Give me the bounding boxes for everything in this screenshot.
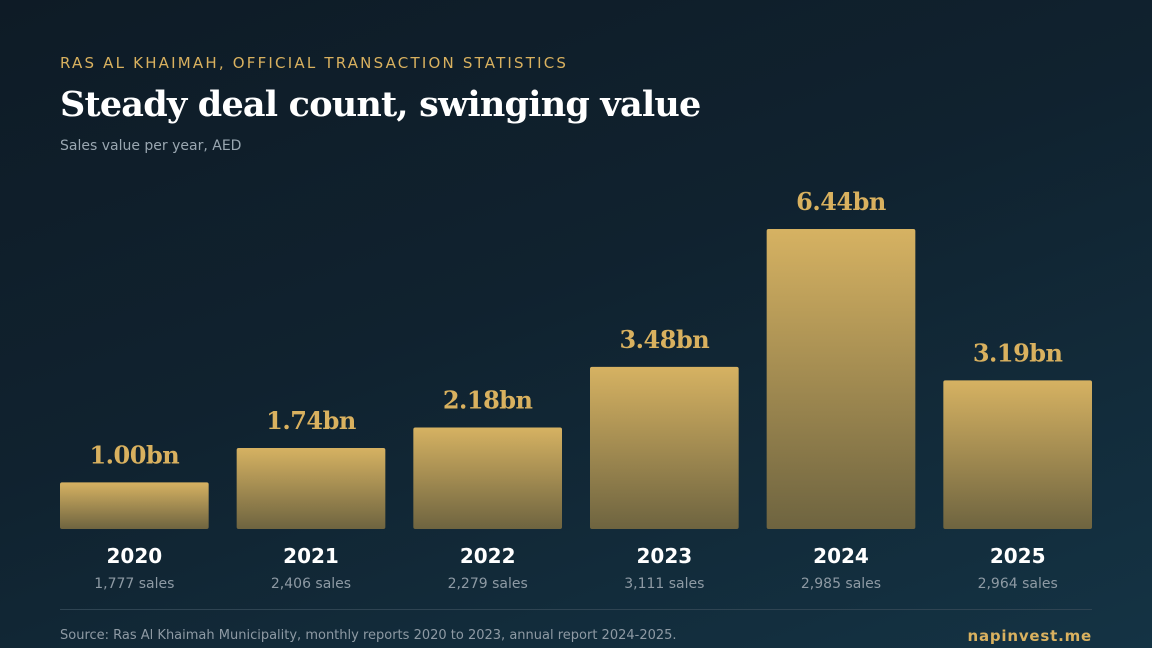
sales-count-label: 2,985 sales xyxy=(801,576,881,592)
bar-2021 xyxy=(236,447,386,529)
sales-count-label: 2,964 sales xyxy=(978,576,1058,592)
bar-value-label: 2.18bn xyxy=(443,385,533,414)
sales-count-label: 3,111 sales xyxy=(624,576,704,592)
category-label: 2023 xyxy=(636,544,692,568)
sales-count-label: 2,279 sales xyxy=(448,576,528,592)
bar-2022 xyxy=(413,427,562,529)
bars-group: 1.00bn 2020 1,777 sales 1.74bn 2021 2,406 sal… xyxy=(60,187,1092,592)
bar-value-label: 1.00bn xyxy=(89,440,179,469)
bar-2025 xyxy=(943,380,1092,529)
bar-value-label: 1.74bn xyxy=(266,406,356,435)
brand-link[interactable]: napinvest.me xyxy=(967,627,1092,645)
chart-title: Steady deal count, swinging value xyxy=(60,84,701,125)
category-label: 2022 xyxy=(460,544,516,568)
footer-divider xyxy=(60,609,1092,610)
bar-2023 xyxy=(590,366,739,529)
source-note: Source: Ras Al Khaimah Municipality, mon… xyxy=(60,628,677,643)
bar-chart: 1.00bn 2020 1,777 sales 1.74bn 2021 2,406 sal… xyxy=(60,187,1092,592)
sales-count-label: 2,406 sales xyxy=(271,576,351,592)
bar-2024 xyxy=(766,229,916,529)
chart-subtitle: Sales value per year, AED xyxy=(60,138,242,154)
bar-2020 xyxy=(60,482,209,529)
sales-count-label: 1,777 sales xyxy=(94,576,174,592)
bar-value-label: 6.44bn xyxy=(796,187,886,216)
bar-value-label: 3.48bn xyxy=(619,325,709,354)
category-label: 2020 xyxy=(106,544,162,568)
chart-kicker: RAS AL KHAIMAH, OFFICIAL TRANSACTION STA… xyxy=(60,54,569,72)
category-label: 2021 xyxy=(283,544,339,568)
category-label: 2025 xyxy=(990,544,1046,568)
bar-value-label: 3.19bn xyxy=(973,338,1063,367)
category-label: 2024 xyxy=(813,544,869,568)
